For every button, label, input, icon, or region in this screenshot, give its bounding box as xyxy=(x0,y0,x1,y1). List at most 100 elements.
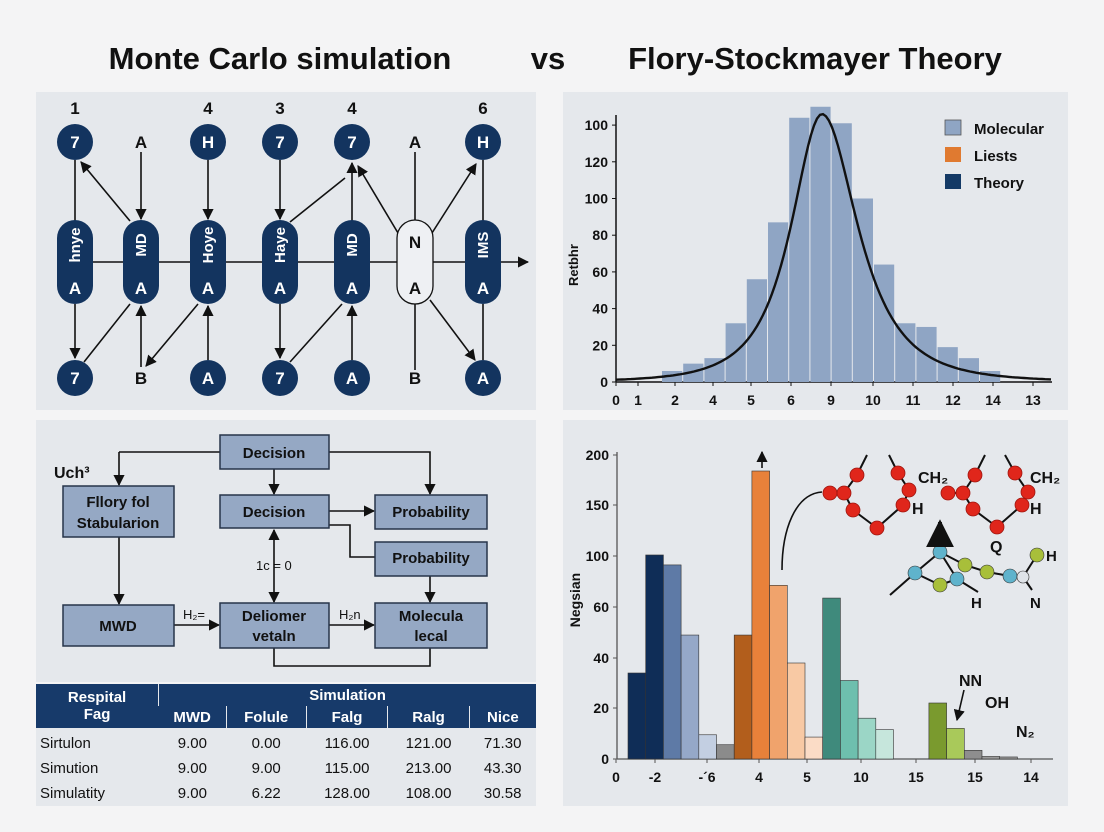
pill-label: N xyxy=(409,233,421,252)
histogram-bar xyxy=(895,323,916,382)
node-text: B xyxy=(409,369,421,388)
x-tick-label: 11 xyxy=(906,392,921,408)
table-cell: 9.00 xyxy=(226,756,307,781)
x-tick-label: -2 xyxy=(649,769,662,785)
node-label: 7 xyxy=(70,133,79,152)
decision-box-1 xyxy=(219,434,330,470)
mol3-n: N xyxy=(1030,595,1041,612)
row-label: Sirtulon xyxy=(36,728,159,756)
bar xyxy=(857,717,877,760)
x-tick-label: 2 xyxy=(671,392,679,408)
column-header: MWD xyxy=(158,706,227,728)
condition-label: 1c = 0 xyxy=(256,558,292,573)
node-circle xyxy=(57,360,93,396)
edge xyxy=(329,451,436,496)
column-number: 4 xyxy=(347,99,357,118)
x-tick-label: 4 xyxy=(709,392,717,408)
pill-label: Haye xyxy=(272,227,289,263)
node-text: A xyxy=(409,133,421,152)
table-cell: 6.22 xyxy=(226,781,307,806)
x-tick-label: 10 xyxy=(853,769,869,785)
network-edge xyxy=(289,303,343,363)
y-tick-label: 20 xyxy=(592,337,608,353)
row-label: Simulatity xyxy=(36,781,159,806)
bar xyxy=(928,702,947,760)
bar xyxy=(663,564,682,760)
network-edge xyxy=(357,165,399,234)
bar-chart-y-label: Negsian xyxy=(567,573,583,627)
pill-label: Hoye xyxy=(200,227,217,264)
histogram-bar xyxy=(768,222,789,382)
probability-label-1: Probability xyxy=(392,504,470,521)
pill-node xyxy=(57,220,93,304)
decision-label-2: Decision xyxy=(243,504,306,521)
bar xyxy=(840,680,859,760)
table-cell: 30.58 xyxy=(469,781,536,806)
y-tick-label: 60 xyxy=(593,599,609,615)
y-tick-label: 0 xyxy=(601,751,609,767)
network-edge xyxy=(80,161,131,222)
table-cell: 213.00 xyxy=(387,756,470,781)
flory-label-2: Stabularion xyxy=(77,515,160,532)
node-circle xyxy=(190,124,226,160)
column-header: Ralg xyxy=(387,706,470,728)
column-number: 6 xyxy=(478,99,487,118)
mol3-h1: H xyxy=(1046,548,1057,565)
histogram-bar xyxy=(704,358,725,382)
network-diagram: 1 7 7 hnye A A B MD A 4 H A Hoye A 3 7 7 Haye A 4 7 A MD A A B N A 6… xyxy=(57,99,530,396)
node-circle xyxy=(334,360,370,396)
bar xyxy=(963,750,983,760)
bar-chart: 0 20 40 60 100 150 200 0 -2 -´6 4 5 10 15 15 14 xyxy=(586,447,1053,785)
connector-curve xyxy=(781,491,823,571)
bar xyxy=(733,634,753,760)
legend-label-molecular: Molecular xyxy=(974,121,1044,138)
theory-curve xyxy=(615,112,1052,381)
pill-label: hnye xyxy=(67,227,84,262)
node-circle xyxy=(465,360,501,396)
probability-box-1 xyxy=(374,494,488,530)
bar xyxy=(627,672,647,760)
row-label: Simution xyxy=(36,756,159,781)
column-header: Folule xyxy=(225,706,307,728)
table-cell: 71.30 xyxy=(469,728,536,756)
annotation-arrow xyxy=(953,689,965,722)
probability-label-2: Probability xyxy=(392,550,470,567)
x-tick-label: 0 xyxy=(612,392,620,408)
node-label: 7 xyxy=(275,133,284,152)
y-tick-label: 20 xyxy=(593,700,609,716)
deliomer-label-2: vetaln xyxy=(252,628,295,645)
oh-label: OH xyxy=(985,695,1009,712)
x-tick-label: -´6 xyxy=(698,769,715,785)
network-edges xyxy=(69,152,484,370)
column-number: 1 xyxy=(70,99,79,118)
table-cell: 9.00 xyxy=(158,728,227,756)
pill-node xyxy=(334,220,370,304)
bar xyxy=(946,728,965,760)
histogram-bar xyxy=(980,370,1001,382)
legend-swatch-theory xyxy=(945,174,961,189)
bar xyxy=(751,470,770,760)
flowchart: Decision Decision Probability Probabilit… xyxy=(54,434,488,667)
blue-green-atoms xyxy=(907,544,1045,593)
x-tick-label: 12 xyxy=(945,392,961,408)
table-cell: 108.00 xyxy=(387,781,470,806)
x-tick-label: 5 xyxy=(803,769,811,785)
table-cell: 0.00 xyxy=(226,728,307,756)
table-row: Simution 9.00 9.00 115.00 213.00 43.30 xyxy=(36,756,536,781)
histogram-y-label: Retbhr xyxy=(566,244,581,286)
bar xyxy=(875,729,894,760)
pill-label: IMS xyxy=(475,232,492,259)
x-tick-label: 9 xyxy=(827,392,835,408)
y-tick-label: 100 xyxy=(586,548,610,564)
y-tick-label: 0 xyxy=(600,374,608,390)
node-label: 7 xyxy=(275,369,284,388)
deliomer-label-1: Deliomer xyxy=(242,608,306,625)
pill-sub: A xyxy=(274,279,286,298)
bar xyxy=(786,662,806,760)
x-tick-label: 4 xyxy=(755,769,763,785)
pill-sub: A xyxy=(409,279,421,298)
node-label: A xyxy=(346,369,358,388)
vs-label: vs xyxy=(531,41,565,76)
network-edge xyxy=(289,177,346,223)
